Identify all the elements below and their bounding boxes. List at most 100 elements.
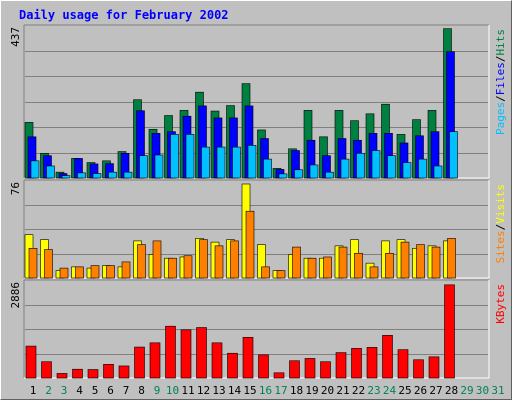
bar-pages-4 bbox=[77, 172, 86, 179]
legend-sites-visits: Sites/Visits bbox=[494, 184, 507, 264]
x-tick-label-16: 16 bbox=[259, 384, 272, 397]
bar-sites-28 bbox=[447, 238, 456, 279]
bar-kbytes-3 bbox=[56, 373, 68, 379]
bar-kbytes-21 bbox=[335, 352, 347, 379]
bar-kbytes-6 bbox=[103, 364, 114, 379]
x-tick-label-12: 12 bbox=[197, 384, 210, 397]
bar-kbytes-25 bbox=[397, 349, 409, 379]
x-tick-label-19: 19 bbox=[305, 384, 318, 397]
x-tick-label-5: 5 bbox=[92, 384, 99, 397]
x-tick-label-2: 2 bbox=[45, 384, 52, 397]
bar-kbytes-4 bbox=[72, 368, 83, 379]
x-tick-label-20: 20 bbox=[321, 384, 334, 397]
bar-pages-6 bbox=[108, 171, 117, 179]
legend-kbytes: KBytes bbox=[494, 284, 507, 324]
bar-pages-13 bbox=[216, 146, 226, 179]
x-tick-label-24: 24 bbox=[383, 384, 397, 397]
x-tick-label-3: 3 bbox=[61, 384, 68, 397]
legend-sites-visits-part: Visits bbox=[494, 184, 507, 224]
chart-title: Daily usage for February 2002 bbox=[19, 8, 229, 22]
x-tick-label-14: 14 bbox=[228, 384, 242, 397]
x-tick-label-25: 25 bbox=[398, 384, 411, 397]
bar-kbytes-5 bbox=[87, 369, 99, 379]
bar-sites-13 bbox=[214, 245, 224, 279]
bar-kbytes-11 bbox=[180, 329, 192, 379]
x-tick-label-21: 21 bbox=[336, 384, 349, 397]
bar-sites-12 bbox=[199, 239, 208, 279]
bar-kbytes-20 bbox=[320, 361, 331, 379]
bar-sites-21 bbox=[338, 246, 348, 279]
bar-kbytes-23 bbox=[366, 347, 378, 379]
bar-sites-25 bbox=[400, 241, 410, 279]
plot-area-1 bbox=[24, 25, 489, 178]
bar-sites-18 bbox=[292, 246, 301, 279]
legend-pages-files-hits-part: Pages bbox=[494, 102, 507, 135]
bar-kbytes-15 bbox=[242, 336, 254, 379]
x-tick-label-10: 10 bbox=[166, 384, 179, 397]
bar-sites-22 bbox=[354, 252, 363, 279]
bar-sites-19 bbox=[307, 257, 317, 279]
bar-sites-14 bbox=[230, 240, 239, 279]
bar-pages-10 bbox=[170, 134, 179, 179]
bar-pages-3 bbox=[61, 175, 71, 179]
bar-pages-25 bbox=[402, 162, 412, 179]
bar-kbytes-2 bbox=[41, 361, 52, 379]
bar-pages-15 bbox=[247, 145, 257, 179]
bar-pages-12 bbox=[201, 146, 210, 179]
x-tick-label-15: 15 bbox=[243, 384, 256, 397]
legend-pages-files-hits-part: Hits bbox=[494, 29, 507, 56]
bar-kbytes-14 bbox=[227, 352, 238, 379]
bar-sites-5 bbox=[90, 265, 100, 279]
bar-sites-8 bbox=[137, 244, 146, 279]
x-tick-label-17: 17 bbox=[274, 384, 287, 397]
y-max-label-visits: 76 bbox=[9, 182, 22, 195]
x-tick-label-29: 29 bbox=[460, 384, 473, 397]
bar-sites-16 bbox=[261, 266, 270, 279]
bar-sites-11 bbox=[183, 255, 193, 279]
bar-pages-27 bbox=[433, 165, 443, 179]
bar-kbytes-12 bbox=[196, 327, 207, 379]
x-tick-label-1: 1 bbox=[30, 384, 37, 397]
bar-sites-20 bbox=[323, 256, 332, 279]
bar-sites-4 bbox=[75, 266, 84, 279]
x-tick-label-27: 27 bbox=[429, 384, 442, 397]
x-tick-label-11: 11 bbox=[181, 384, 194, 397]
bar-kbytes-16 bbox=[258, 354, 269, 379]
bar-kbytes-9 bbox=[149, 342, 161, 379]
bar-sites-3 bbox=[59, 267, 69, 279]
y-max-label-hits: 437 bbox=[9, 27, 22, 47]
x-tick-label-26: 26 bbox=[414, 384, 427, 397]
bar-sites-6 bbox=[106, 265, 115, 279]
bar-sites-26 bbox=[416, 244, 425, 279]
bar-kbytes-13 bbox=[211, 342, 223, 379]
bar-pages-26 bbox=[418, 158, 427, 179]
bar-pages-23 bbox=[371, 150, 381, 179]
bar-kbytes-17 bbox=[273, 372, 285, 379]
bar-sites-9 bbox=[152, 240, 162, 279]
bar-pages-2 bbox=[46, 165, 55, 179]
x-tick-label-30: 30 bbox=[476, 384, 489, 397]
bar-sites-23 bbox=[369, 266, 379, 279]
bar-sites-17 bbox=[276, 270, 286, 279]
bar-pages-14 bbox=[232, 146, 241, 179]
bar-pages-17 bbox=[278, 173, 288, 179]
x-tick-label-28: 28 bbox=[445, 384, 458, 397]
bar-kbytes-26 bbox=[413, 359, 424, 379]
y-max-label-kbytes: 2886 bbox=[9, 282, 22, 309]
bar-pages-24 bbox=[387, 155, 396, 179]
x-tick-label-4: 4 bbox=[76, 384, 83, 397]
legend-pages-files-hits-part: / bbox=[494, 95, 507, 102]
bar-pages-16 bbox=[263, 158, 272, 179]
bar-pages-19 bbox=[309, 164, 319, 179]
bar-kbytes-19 bbox=[304, 358, 316, 379]
legend-pages-files-hits-part: / bbox=[494, 56, 507, 63]
bar-kbytes-8 bbox=[134, 346, 145, 379]
bar-sites-10 bbox=[168, 257, 177, 279]
bar-kbytes-27 bbox=[428, 356, 440, 379]
x-tick-label-22: 22 bbox=[352, 384, 365, 397]
bar-kbytes-24 bbox=[382, 335, 393, 379]
bar-sites-2 bbox=[44, 249, 53, 279]
bar-pages-22 bbox=[356, 152, 365, 179]
bar-sites-7 bbox=[121, 261, 131, 279]
bar-kbytes-7 bbox=[118, 365, 130, 379]
